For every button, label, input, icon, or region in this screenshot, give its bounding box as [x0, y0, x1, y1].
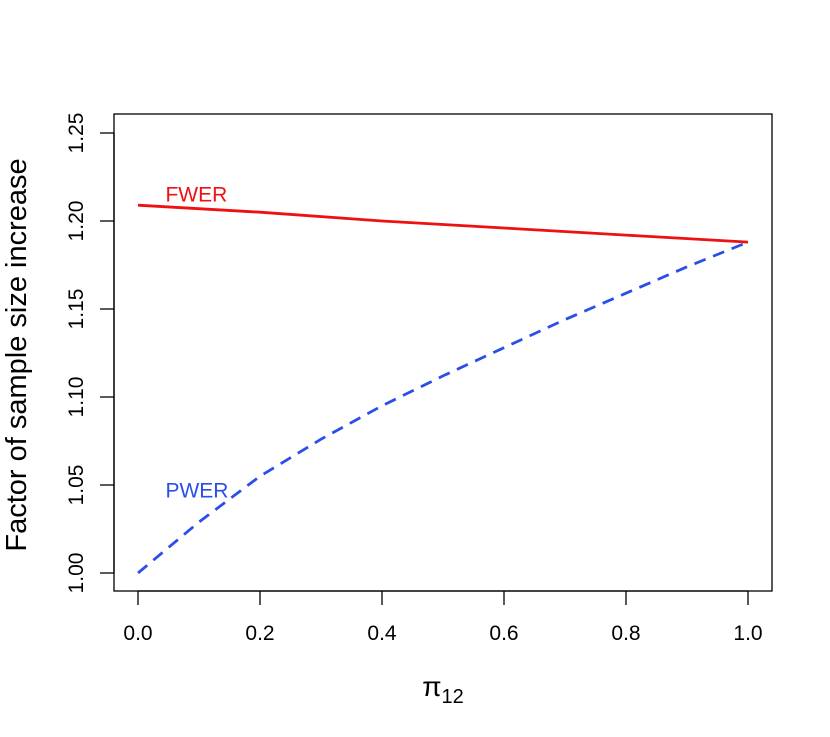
x-axis: 0.0 0.2 0.4 0.6 0.8 1.0 — [123, 590, 763, 645]
series-line-pwer — [137, 240, 749, 575]
y-tick-label: 1.15 — [65, 289, 88, 330]
x-axis-title: π12 — [422, 671, 464, 708]
x-axis-title-subscript: 12 — [442, 686, 464, 708]
y-axis-title: Factor of sample size increase — [1, 158, 33, 551]
y-tick-label: 1.20 — [65, 201, 88, 242]
x-tick-label: 0.6 — [489, 622, 518, 645]
x-tick-label: 0.0 — [123, 622, 152, 645]
x-tick-label: 0.4 — [367, 622, 397, 645]
x-axis-title-symbol: π — [422, 671, 441, 702]
y-tick-label: 1.25 — [65, 113, 88, 154]
series-label-fwer: FWER — [165, 184, 227, 207]
y-axis: 1.00 1.05 1.10 1.15 1.20 1.25 — [65, 113, 115, 594]
series-labels: FWER PWER — [165, 184, 228, 503]
y-tick-label: 1.05 — [65, 465, 88, 506]
x-tick-label: 1.0 — [733, 622, 762, 645]
series-line-fwer — [137, 203, 749, 244]
y-tick-label: 1.00 — [65, 553, 88, 594]
x-tick-label: 0.2 — [245, 622, 274, 645]
y-tick-label: 1.10 — [65, 377, 88, 418]
x-tick-label: 0.8 — [611, 622, 640, 645]
series-label-pwer: PWER — [165, 479, 228, 502]
series-layer — [137, 203, 749, 575]
